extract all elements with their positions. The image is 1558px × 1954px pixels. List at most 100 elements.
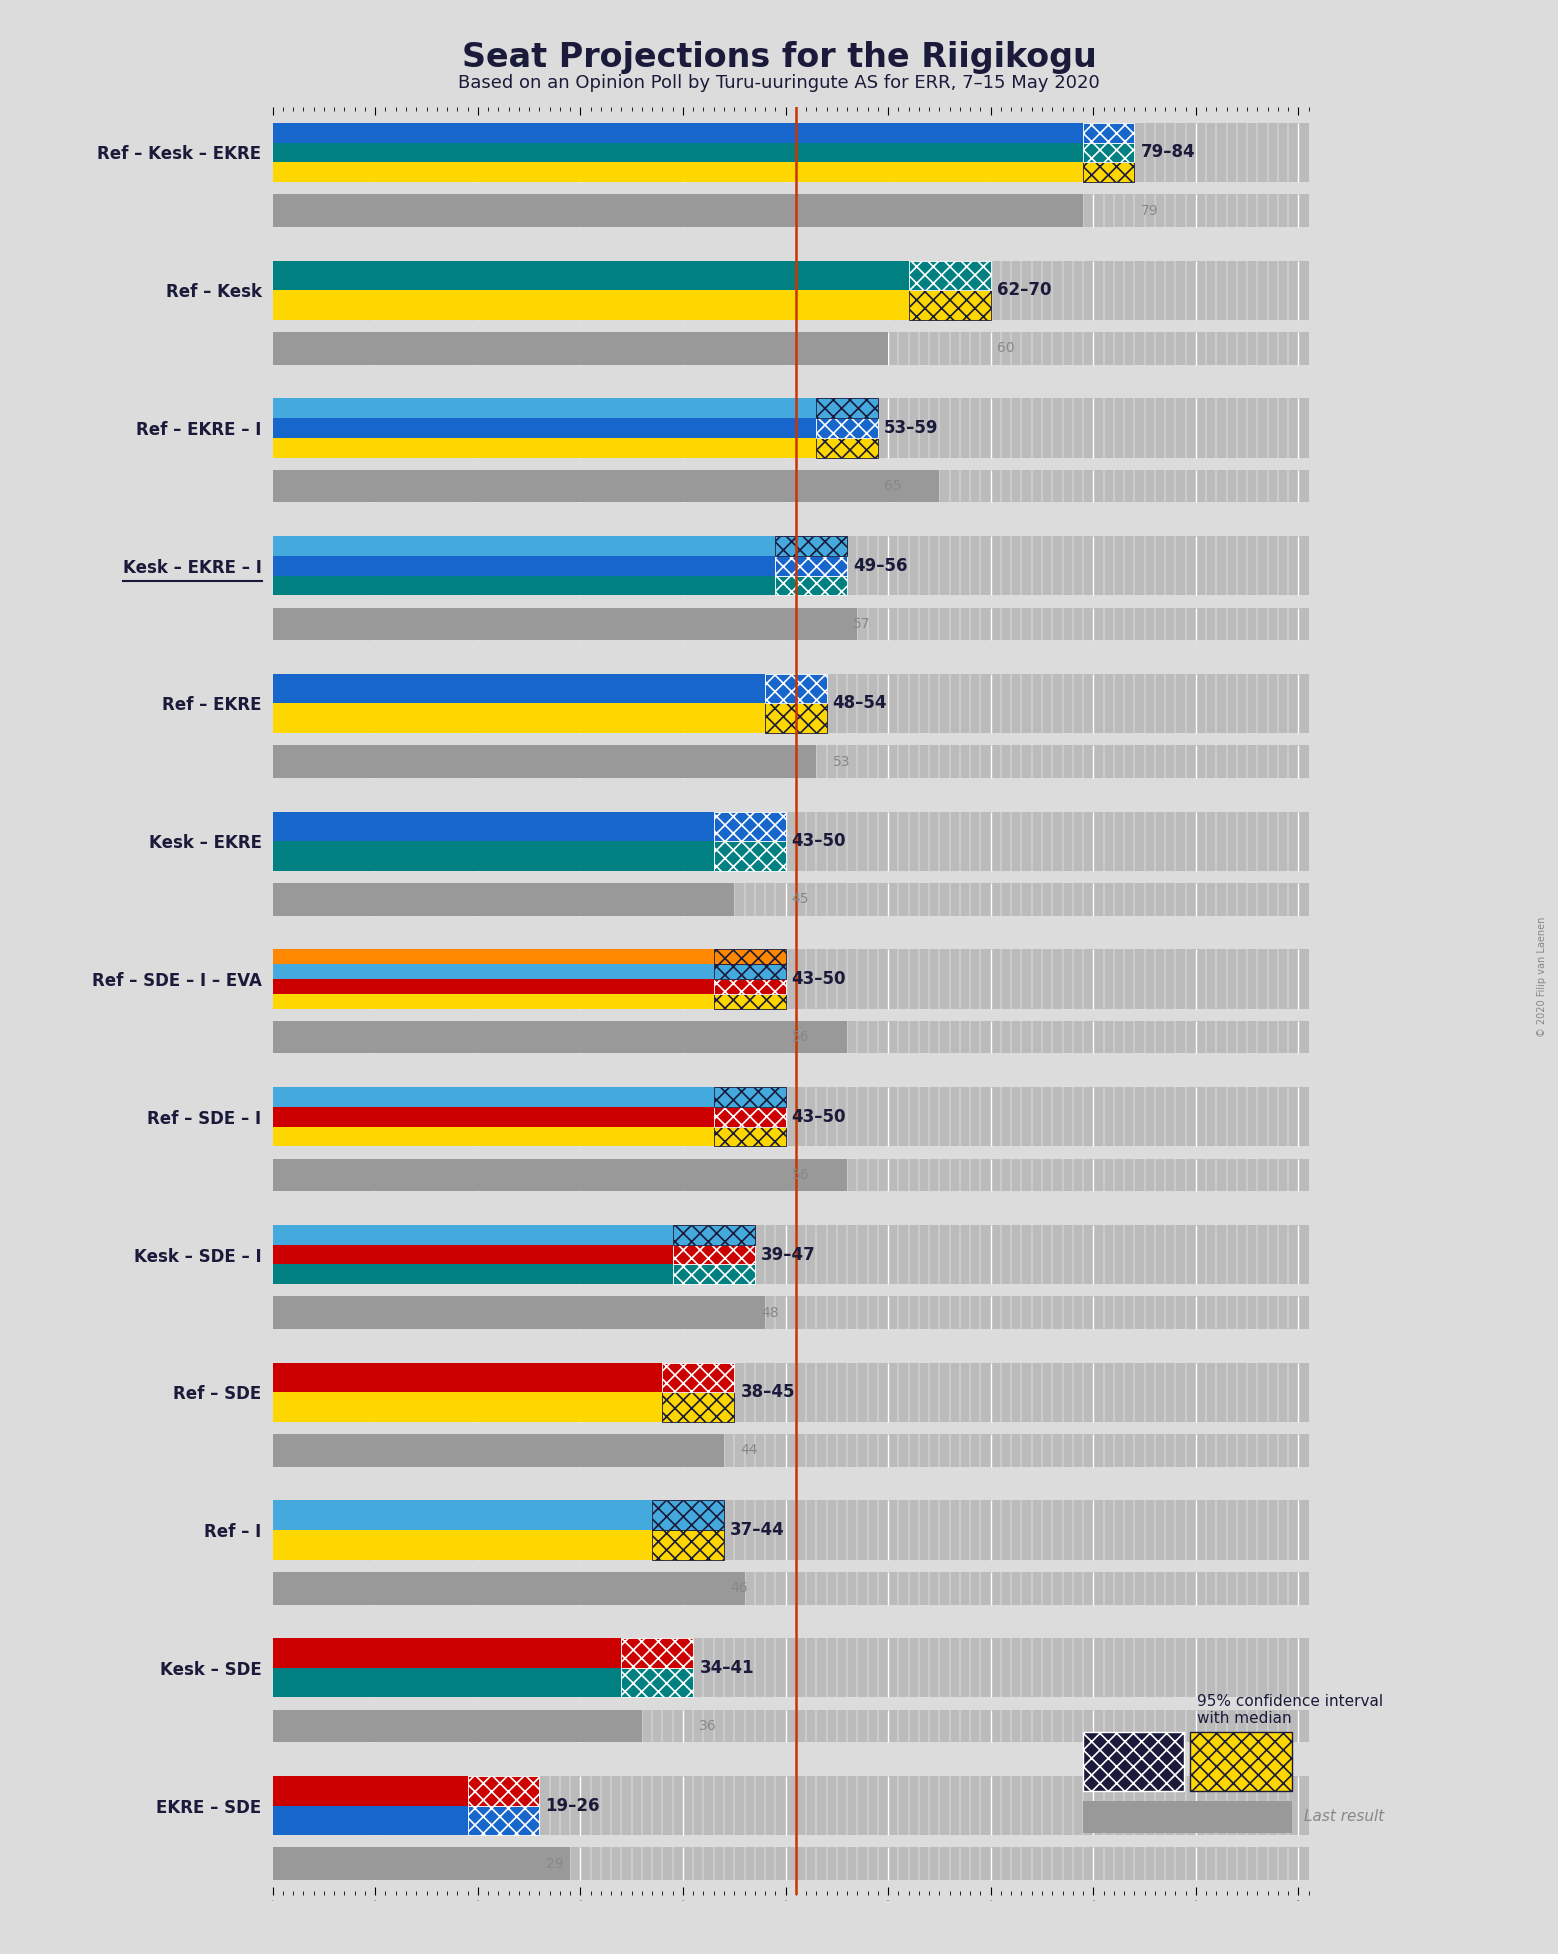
Bar <box>273 332 888 365</box>
Bar <box>273 1086 714 1106</box>
Bar <box>776 535 848 555</box>
Bar <box>273 1501 653 1530</box>
Bar <box>273 1225 1309 1284</box>
Bar <box>273 1434 724 1467</box>
Bar <box>1083 123 1134 143</box>
Bar <box>273 1710 642 1743</box>
Bar <box>908 289 991 320</box>
Bar <box>273 883 1309 916</box>
Bar <box>273 608 857 641</box>
Bar <box>273 438 816 457</box>
Text: 48–54: 48–54 <box>832 694 887 713</box>
Bar <box>273 123 1083 143</box>
Bar <box>273 1669 622 1698</box>
Bar <box>273 1393 662 1423</box>
Bar <box>273 123 1309 182</box>
Bar <box>273 260 1309 320</box>
Text: 79: 79 <box>1140 203 1158 217</box>
Text: 43–50: 43–50 <box>791 969 846 989</box>
Bar <box>273 418 816 438</box>
Bar <box>765 674 827 703</box>
Text: 53–59: 53–59 <box>883 418 938 438</box>
Text: 37–44: 37–44 <box>731 1520 785 1540</box>
Text: 45: 45 <box>791 893 809 907</box>
Bar <box>273 1637 1309 1698</box>
Bar <box>1083 162 1134 182</box>
Bar <box>273 1106 714 1127</box>
Text: 60: 60 <box>997 342 1014 356</box>
Bar <box>273 1805 467 1835</box>
Bar <box>273 399 816 418</box>
Bar <box>714 1106 785 1127</box>
Bar <box>273 1847 570 1880</box>
Bar <box>273 811 714 842</box>
Bar <box>816 399 877 418</box>
Bar <box>714 979 785 995</box>
Bar <box>273 1637 622 1669</box>
Bar <box>273 979 714 995</box>
Bar <box>273 193 1083 227</box>
Text: 19–26: 19–26 <box>545 1796 600 1815</box>
Bar <box>273 1847 1309 1880</box>
Bar <box>467 1805 539 1835</box>
Text: 56: 56 <box>791 1030 809 1043</box>
Bar <box>273 289 908 320</box>
Text: 43–50: 43–50 <box>791 1108 846 1126</box>
Text: 36: 36 <box>700 1720 717 1733</box>
Bar <box>273 1159 1309 1192</box>
Text: © 2020 Filip van Laenen: © 2020 Filip van Laenen <box>1538 916 1547 1038</box>
Bar <box>273 1264 673 1284</box>
Bar <box>273 535 1309 596</box>
Bar <box>776 576 848 596</box>
Text: 46: 46 <box>731 1581 748 1594</box>
Text: 38–45: 38–45 <box>740 1383 795 1401</box>
Bar <box>273 1362 1309 1423</box>
Bar <box>273 1776 1309 1835</box>
Bar <box>273 950 714 963</box>
Bar <box>673 1225 754 1245</box>
Bar <box>273 674 765 703</box>
Bar <box>273 332 1309 365</box>
Bar <box>714 1127 785 1147</box>
Text: Based on an Opinion Poll by Turu-uuringute AS for ERR, 7–15 May 2020: Based on an Opinion Poll by Turu-uuringu… <box>458 74 1100 92</box>
Text: 79–84: 79–84 <box>1140 143 1195 162</box>
Bar <box>273 1086 1309 1147</box>
Bar <box>673 1264 754 1284</box>
Text: Seat Projections for the Riigikogu: Seat Projections for the Riigikogu <box>461 41 1097 74</box>
Bar <box>273 193 1309 227</box>
Bar <box>273 963 714 979</box>
Bar <box>714 995 785 1008</box>
Bar <box>714 842 785 871</box>
Bar <box>273 1776 467 1805</box>
Bar <box>653 1530 724 1559</box>
Text: 62–70: 62–70 <box>997 281 1052 299</box>
Bar <box>714 1086 785 1106</box>
Text: Last result: Last result <box>1304 1809 1385 1825</box>
Text: 57: 57 <box>854 617 871 631</box>
Bar <box>653 1501 724 1530</box>
Bar <box>662 1393 734 1423</box>
Bar <box>273 1710 1309 1743</box>
Bar <box>673 1245 754 1264</box>
Bar <box>273 1020 1309 1053</box>
Bar <box>273 1020 848 1053</box>
Bar <box>714 811 785 842</box>
Bar <box>273 703 765 733</box>
Bar <box>273 1434 1309 1467</box>
Bar <box>273 1530 653 1559</box>
Bar <box>273 1501 1309 1559</box>
Text: 44: 44 <box>740 1444 757 1458</box>
Bar <box>273 162 1083 182</box>
Text: 43–50: 43–50 <box>791 832 846 850</box>
Bar <box>273 950 1309 1008</box>
Text: 56: 56 <box>791 1168 809 1182</box>
Bar <box>273 995 714 1008</box>
Bar <box>273 1362 662 1393</box>
Bar <box>273 744 816 778</box>
Bar <box>273 1127 714 1147</box>
Bar <box>273 143 1083 162</box>
Bar <box>273 744 1309 778</box>
Bar <box>714 963 785 979</box>
Bar <box>273 555 776 576</box>
Bar <box>273 1245 673 1264</box>
